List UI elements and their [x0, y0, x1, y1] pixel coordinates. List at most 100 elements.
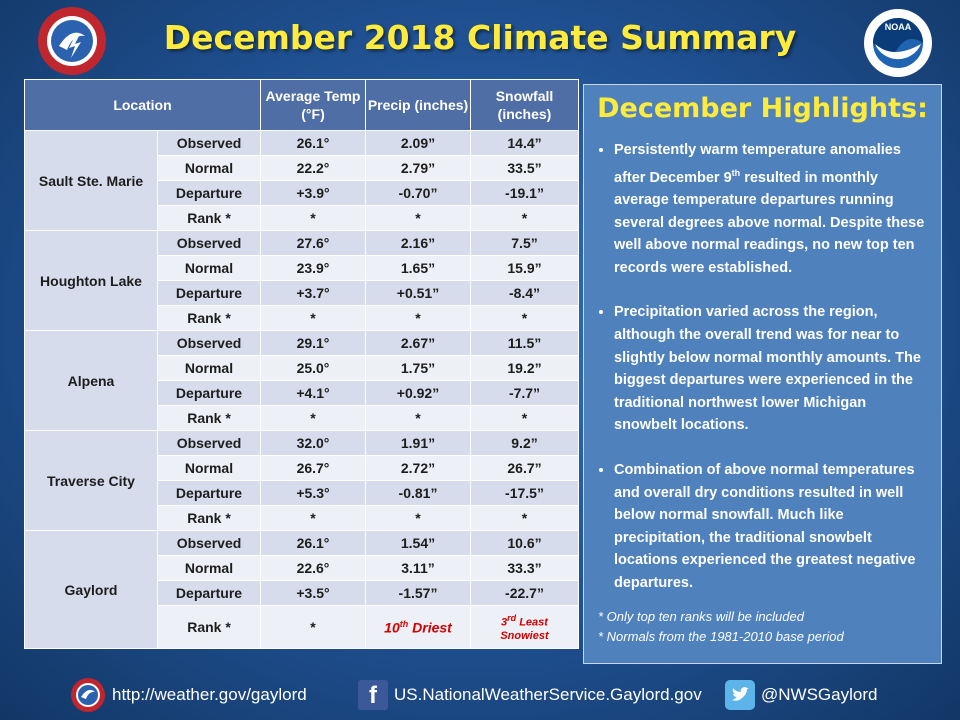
twitter-icon — [725, 680, 755, 710]
row-label: Normal — [157, 555, 261, 581]
nws-small-logo — [71, 678, 105, 712]
temp-value: 22.2° — [260, 155, 366, 181]
table-row: Normal 22.6° 3.11” 33.3” — [25, 555, 579, 581]
snow-value: -17.5” — [470, 480, 579, 506]
precip-value: -0.81” — [365, 480, 471, 506]
table-row: Rank * * * * — [25, 305, 579, 331]
row-label: Normal — [157, 155, 261, 181]
row-label: Rank * — [157, 405, 261, 431]
precip-value: 2.72” — [365, 455, 471, 481]
highlights-title: December Highlights: — [597, 93, 928, 124]
precip-value: 1.91” — [365, 430, 471, 456]
precip-value: * — [365, 405, 471, 431]
precip-value: 10th Driest — [365, 605, 471, 649]
row-label: Observed — [157, 530, 261, 556]
table-row: Departure +5.3° -0.81” -17.5” — [25, 480, 579, 506]
row-label: Observed — [157, 430, 261, 456]
snow-value: -19.1” — [470, 180, 579, 206]
snow-value: 11.5” — [470, 330, 579, 356]
precip-value: -0.70” — [365, 180, 471, 206]
temp-value: * — [260, 505, 366, 531]
table-row: Houghton Lake Observed 27.6° 2.16” 7.5” — [24, 230, 579, 331]
header-snowfall: Snowfall (inches) — [470, 79, 579, 131]
footnote-normals: * Normals from the 1981-2010 base period — [598, 628, 844, 644]
twitter-link[interactable]: @NWSGaylord — [761, 685, 878, 704]
snow-value: 14.4” — [470, 130, 579, 156]
temp-value: * — [260, 405, 366, 431]
temp-value: * — [260, 605, 366, 649]
snow-value: 15.9” — [470, 255, 579, 281]
snow-value: -7.7” — [470, 380, 579, 406]
snow-value: -8.4” — [470, 280, 579, 306]
table-row: Gaylord Observed 26.1° 1.54” 10.6” — [24, 530, 579, 649]
temp-value: 22.6° — [260, 555, 366, 581]
snow-value: * — [470, 505, 579, 531]
climate-table: Location Average Temp (°F) Precip (inche… — [24, 79, 579, 649]
temp-value: 27.6° — [260, 230, 366, 256]
temp-value: +5.3° — [260, 480, 366, 506]
table-row: Normal 26.7° 2.72” 26.7” — [25, 455, 579, 481]
row-label: Departure — [157, 380, 261, 406]
facebook-link[interactable]: US.NationalWeatherService.Gaylord.gov — [394, 685, 702, 704]
snow-value: 10.6” — [470, 530, 579, 556]
temp-value: +3.7° — [260, 280, 366, 306]
precip-value: -1.57” — [365, 580, 471, 606]
snow-value: -22.7” — [470, 580, 579, 606]
precip-value: 3.11” — [365, 555, 471, 581]
precip-value: +0.92” — [365, 380, 471, 406]
snow-value: 33.5” — [470, 155, 579, 181]
location-name: Alpena — [24, 330, 158, 431]
row-label: Rank * — [157, 605, 261, 649]
snow-value: 7.5” — [470, 230, 579, 256]
precip-value: 1.75” — [365, 355, 471, 381]
precip-value: +0.51” — [365, 280, 471, 306]
header-avg-temp: Average Temp (°F) — [260, 79, 366, 131]
footer-website[interactable]: http://weather.gov/gaylord — [70, 677, 307, 713]
temp-value: +4.1° — [260, 380, 366, 406]
highlights-list: Persistently warm temperature anomalies … — [584, 139, 941, 595]
temp-value: * — [260, 305, 366, 331]
snow-value: 26.7” — [470, 455, 579, 481]
website-link[interactable]: http://weather.gov/gaylord — [112, 685, 307, 704]
table-row: Traverse City Observed 32.0° 1.91” 9.2” — [24, 430, 579, 531]
snow-value: * — [470, 305, 579, 331]
page-title: December 2018 Climate Summary — [163, 18, 797, 57]
precip-value: 2.16” — [365, 230, 471, 256]
temp-value: +3.5° — [260, 580, 366, 606]
footer-twitter[interactable]: @NWSGaylord — [725, 677, 877, 713]
row-label: Departure — [157, 580, 261, 606]
row-label: Normal — [157, 355, 261, 381]
row-label: Normal — [157, 455, 261, 481]
snow-value: 9.2” — [470, 430, 579, 456]
table-row: Departure +3.7° +0.51” -8.4” — [25, 280, 579, 306]
snow-value: 19.2” — [470, 355, 579, 381]
highlights-panel: December Highlights: Persistently warm t… — [583, 84, 942, 664]
table-row: Rank * * * * — [25, 505, 579, 531]
temp-value: 26.1° — [260, 130, 366, 156]
row-label: Observed — [157, 230, 261, 256]
table-row: Departure +3.5° -1.57” -22.7” — [25, 580, 579, 606]
precip-value: * — [365, 505, 471, 531]
temp-value: 25.0° — [260, 355, 366, 381]
precip-value: 1.65” — [365, 255, 471, 281]
precip-value: * — [365, 305, 471, 331]
footer-facebook[interactable]: f US.NationalWeatherService.Gaylord.gov — [358, 677, 702, 713]
snow-value: 3rd Least Snowiest — [470, 605, 579, 649]
location-name: Sault Ste. Marie — [24, 130, 158, 231]
row-label: Departure — [157, 280, 261, 306]
svg-text:NOAA: NOAA — [885, 22, 912, 32]
snow-value: 33.3” — [470, 555, 579, 581]
row-label: Departure — [157, 180, 261, 206]
noaa-logo: NOAA — [864, 9, 932, 77]
table-row: Rank * * * * — [25, 205, 579, 231]
highlight-precipitation: Precipitation varied across the region, … — [614, 301, 929, 437]
table-row: Normal 25.0° 1.75” 19.2” — [25, 355, 579, 381]
footnote-rank: * Only top ten ranks will be included — [598, 608, 804, 624]
table-row: Sault Ste. Marie Observed 26.1° 2.09” 14.4” — [24, 130, 579, 231]
location-name: Houghton Lake — [24, 230, 158, 331]
precip-value: 2.67” — [365, 330, 471, 356]
precip-value: 1.54” — [365, 530, 471, 556]
row-label: Rank * — [157, 505, 261, 531]
snow-value: * — [470, 205, 579, 231]
facebook-icon: f — [358, 680, 388, 710]
